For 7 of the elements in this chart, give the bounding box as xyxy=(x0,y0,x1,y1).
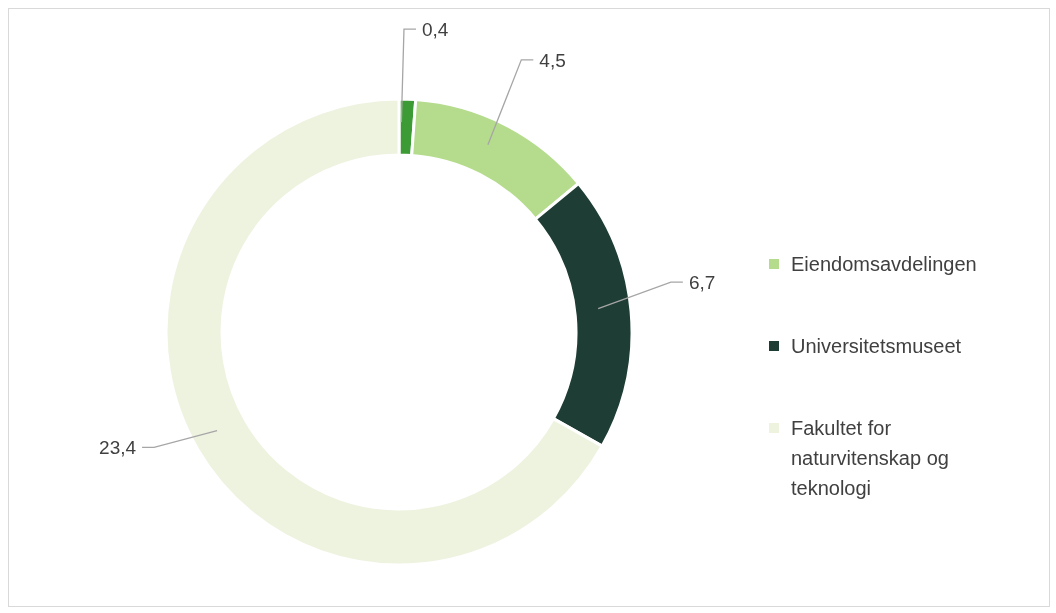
data-label: 4,5 xyxy=(539,49,566,71)
legend-label: Fakultet for naturvitenskap og teknologi xyxy=(791,416,950,501)
data-label: 23,4 xyxy=(99,437,137,459)
data-label: 6,7 xyxy=(688,271,716,293)
legend-label: Eiendomsavdelingen xyxy=(791,252,977,277)
data-label: 0,4 xyxy=(421,18,449,40)
legend-label: Universitetsmuseet xyxy=(791,334,962,359)
